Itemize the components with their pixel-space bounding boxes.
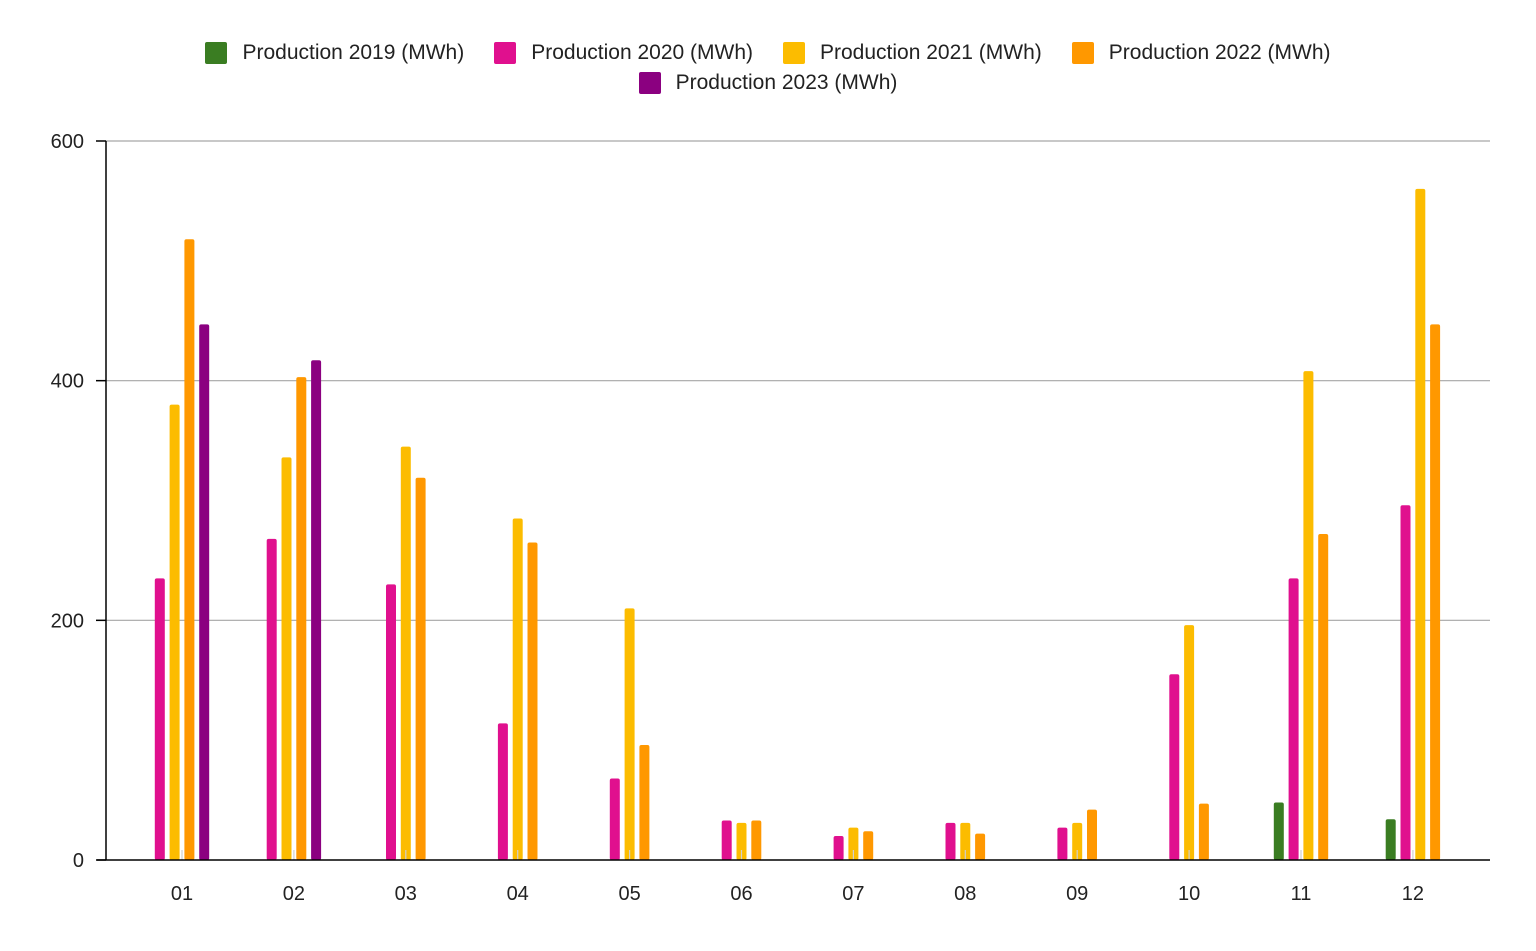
bar-production-2021-mwh--08 — [960, 822, 971, 860]
bar-production-2021-mwh--09 — [1072, 822, 1083, 860]
bar-production-2022-mwh--01 — [184, 239, 195, 861]
legend-swatch — [205, 42, 228, 64]
bar-production-2020-mwh--11 — [1288, 578, 1299, 860]
bar-production-2020-mwh--12 — [1400, 505, 1411, 860]
y-tick-label: 600 — [51, 131, 84, 153]
x-tick-label: 04 — [507, 883, 529, 905]
bars — [154, 188, 1441, 861]
legend-label: Production 2021 (MWh) — [820, 41, 1042, 64]
bar-production-2022-mwh--12 — [1430, 324, 1441, 861]
bar-production-2020-mwh--06 — [721, 820, 732, 860]
bar-production-2021-mwh--12 — [1415, 188, 1426, 860]
legend-swatch — [783, 42, 805, 64]
bar-production-2021-mwh--02 — [281, 457, 292, 860]
bar-production-2021-mwh--03 — [400, 446, 411, 860]
gridlines — [106, 140, 1490, 621]
bar-production-2023-mwh--01 — [199, 324, 210, 861]
x-tick-label: 03 — [395, 883, 417, 905]
legend: Production 2019 (MWh) Production 2020 (MW… — [0, 41, 1536, 94]
bar-production-2020-mwh--04 — [497, 723, 508, 860]
bar-production-2022-mwh--04 — [527, 542, 538, 860]
x-tick-label: 01 — [171, 883, 193, 905]
x-tick-label: 10 — [1178, 883, 1200, 905]
legend-label: Production 2022 (MWh) — [1108, 41, 1331, 64]
bar-production-2019-mwh--12 — [1385, 819, 1396, 860]
x-tick-label: 11 — [1291, 883, 1312, 905]
x-tick-label: 08 — [954, 883, 976, 905]
bar-production-2022-mwh--08 — [975, 833, 986, 860]
x-tick-label: 05 — [618, 883, 640, 905]
bar-production-2021-mwh--06 — [736, 822, 747, 860]
bar-production-2021-mwh--10 — [1184, 625, 1195, 860]
legend-item[interactable]: Production 2021 (MWh) — [783, 41, 1042, 64]
bar-production-2020-mwh--02 — [266, 538, 277, 860]
legend-swatch — [494, 42, 517, 64]
y-tick-label: 200 — [51, 610, 84, 632]
bar-production-2020-mwh--05 — [609, 778, 620, 860]
x-tick-label: 02 — [283, 883, 305, 905]
bar-production-2020-mwh--09 — [1057, 827, 1068, 860]
bar-production-2020-mwh--03 — [386, 584, 396, 860]
bar-production-2020-mwh--08 — [945, 822, 956, 860]
legend-item[interactable]: Production 2023 (MWh) — [638, 71, 898, 94]
bar-production-2023-mwh--02 — [311, 360, 322, 860]
legend-item[interactable]: Production 2019 (MWh) — [205, 41, 465, 64]
legend-swatch — [638, 72, 661, 94]
bar-production-2020-mwh--01 — [154, 578, 165, 860]
x-tick-label: 07 — [842, 883, 864, 905]
bar-production-2022-mwh--09 — [1087, 809, 1097, 860]
legend-label: Production 2020 (MWh) — [531, 41, 753, 64]
bar-production-2021-mwh--05 — [624, 608, 635, 860]
bar-production-2022-mwh--10 — [1198, 803, 1209, 860]
legend-label: Production 2023 (MWh) — [675, 71, 898, 94]
bar-production-2022-mwh--05 — [639, 744, 650, 860]
bar-production-2020-mwh--10 — [1169, 674, 1180, 860]
bar-production-2022-mwh--07 — [863, 831, 874, 860]
axes: 0 200 400 600 01 02 03 04 05 06 07 08 09 10 11 12 — [51, 131, 1490, 905]
legend-label: Production 2019 (MWh) — [242, 41, 465, 64]
bar-production-2022-mwh--06 — [751, 820, 762, 860]
bar-production-2021-mwh--11 — [1303, 371, 1314, 860]
bar-production-2019-mwh--11 — [1273, 802, 1284, 860]
bar-production-2022-mwh--03 — [415, 477, 426, 860]
bar-production-2021-mwh--01 — [169, 404, 180, 860]
y-tick-label: 0 — [73, 850, 84, 872]
bar-production-2020-mwh--07 — [833, 836, 844, 860]
legend-swatch — [1071, 42, 1094, 64]
bar-production-2022-mwh--02 — [296, 377, 307, 860]
y-tick-label: 400 — [51, 371, 84, 393]
bar-production-2021-mwh--07 — [848, 827, 859, 860]
x-tick-label: 09 — [1066, 883, 1088, 905]
bar-production-2021-mwh--04 — [512, 518, 523, 860]
legend-item[interactable]: Production 2020 (MWh) — [494, 41, 753, 64]
bar-production-2022-mwh--11 — [1318, 534, 1329, 860]
x-tick-label: 12 — [1402, 883, 1424, 905]
legend-item[interactable]: Production 2022 (MWh) — [1071, 41, 1331, 64]
x-tick-label: 06 — [730, 883, 752, 905]
